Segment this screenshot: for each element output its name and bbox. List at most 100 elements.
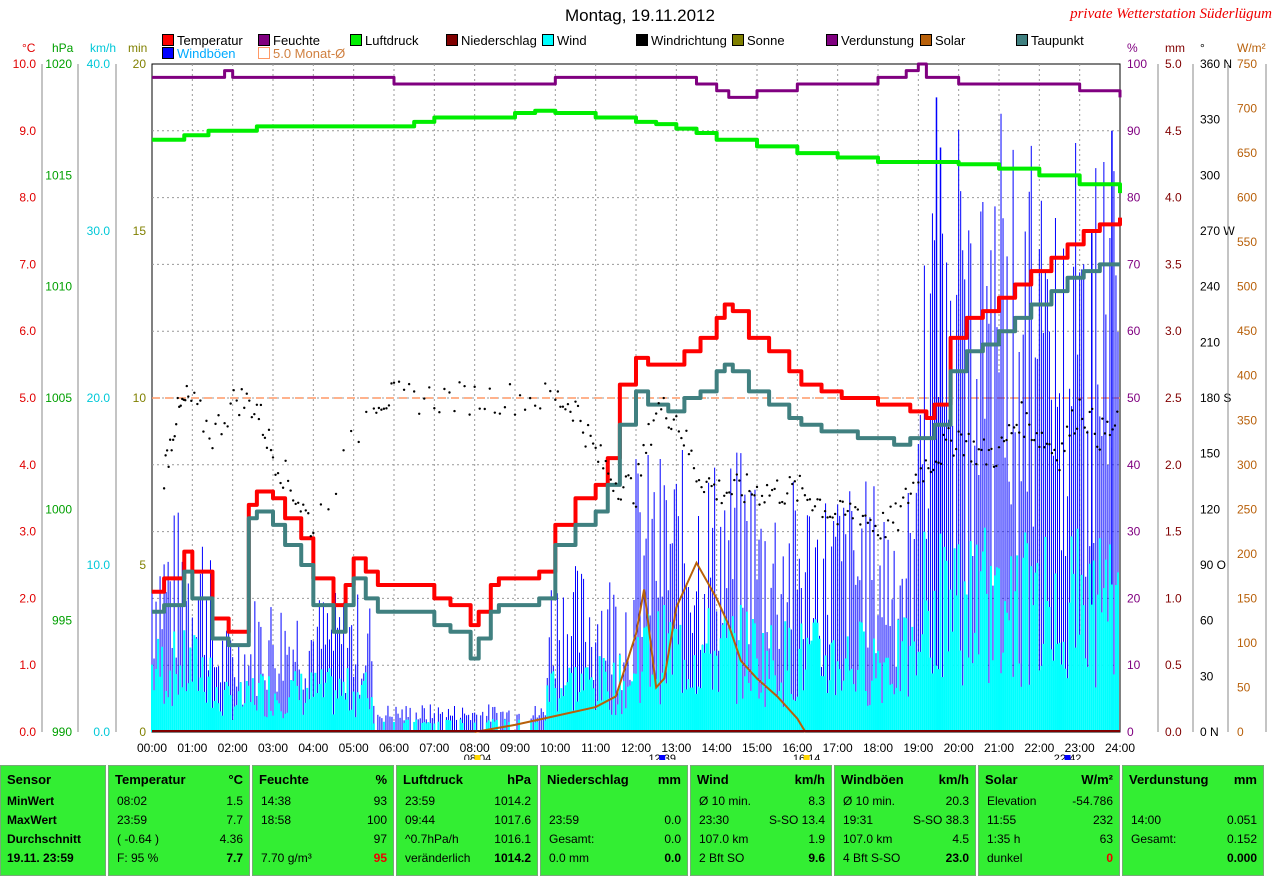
- table-cell-note: veränderlich: [405, 851, 471, 865]
- windrichtung-point: [675, 414, 678, 418]
- table-row-label: Durchschnitt: [7, 832, 82, 846]
- table-cell-value: S-SO 13.4: [768, 813, 825, 827]
- windrichtung-point: [523, 408, 527, 411]
- legend-swatch: [258, 34, 270, 46]
- table-row-label: 19.11. 23:59: [7, 851, 74, 865]
- rain-tick-label: 4.5: [1165, 124, 1182, 138]
- temp-tick-label: 5.0: [19, 391, 36, 405]
- windrichtung-point: [1080, 417, 1084, 421]
- windrichtung-point: [248, 399, 251, 402]
- table-cell-note: Gesamt:: [549, 832, 595, 846]
- windrichtung-point: [171, 438, 175, 442]
- table-row: 107.0 km 4.5: [841, 832, 969, 848]
- humidity-tick-label: 20: [1127, 591, 1141, 605]
- windrichtung-point: [985, 463, 988, 466]
- table-cell-note: 1:35 h: [987, 832, 1021, 846]
- windrichtung-point: [712, 483, 716, 486]
- axis-unit-label: hPa: [52, 41, 74, 55]
- table-cell-note: Ø 10 min.: [699, 794, 752, 808]
- axis-unit-label: %: [1127, 41, 1138, 55]
- windrichtung-point: [831, 516, 834, 519]
- legend-item: Feuchte: [258, 33, 320, 48]
- windrichtung-point: [715, 498, 718, 501]
- windrichtung-point: [748, 489, 751, 493]
- x-marker: [803, 755, 810, 760]
- solar-tick-label: 100: [1237, 636, 1257, 650]
- axis-unit-label: °: [1200, 41, 1205, 55]
- wind-tick-label: 0.0: [93, 725, 110, 739]
- windrichtung-point: [793, 480, 797, 483]
- windrichtung-point: [276, 471, 280, 475]
- windrichtung-point: [854, 506, 857, 509]
- windrichtung-point: [929, 470, 933, 474]
- windrichtung-point: [896, 528, 900, 532]
- windrichtung-point: [243, 406, 246, 410]
- windrichtung-point: [223, 422, 226, 425]
- windrichtung-point: [773, 487, 776, 491]
- windrichtung-point: [407, 382, 411, 386]
- table-row: [1129, 794, 1257, 810]
- windrichtung-point: [907, 501, 910, 505]
- windrichtung-point: [728, 491, 731, 494]
- windrichtung-point: [692, 467, 696, 470]
- windrichtung-point: [786, 492, 789, 495]
- windrichtung-point: [919, 467, 923, 470]
- table-cell-note: 19:31: [843, 813, 874, 827]
- table-cell-value: 100: [366, 813, 387, 827]
- windrichtung-point: [869, 518, 872, 522]
- windrichtung-point: [187, 395, 190, 398]
- table-cell-value: 232: [1092, 813, 1113, 827]
- windrichtung-point: [881, 511, 885, 515]
- windrichtung-point: [1098, 448, 1102, 451]
- temp-tick-label: 1.0: [19, 658, 36, 672]
- windrichtung-point: [970, 460, 973, 463]
- table-header: Verdunstung mm: [1129, 772, 1257, 788]
- x-tick-label: 08:00: [460, 741, 490, 755]
- table-cell-value: 4.5: [952, 832, 969, 846]
- solar-tick-label: 600: [1237, 191, 1257, 205]
- windrichtung-point: [922, 480, 925, 483]
- windrichtung-point: [185, 384, 188, 388]
- table-cell-verdunstung: Verdunstung mm 14:00 0.051 Gesamt: 0.152 0.000: [1122, 765, 1264, 876]
- solar-series: [474, 560, 807, 733]
- x-tick-label: 22:00: [1024, 741, 1054, 755]
- windrichtung-point: [1078, 398, 1081, 401]
- table-row: 23:59 1014.2: [403, 794, 531, 810]
- windrichtung-point: [695, 480, 698, 483]
- table-header-label: Temperatur: [115, 772, 186, 787]
- x-marker: [659, 755, 666, 760]
- windrichtung-point: [700, 485, 703, 489]
- table-header: Wind km/h: [697, 772, 825, 788]
- table-cell-note: 14:38: [261, 794, 292, 808]
- windrichtung-point: [758, 503, 761, 506]
- windrichtung-point: [959, 433, 963, 436]
- feuchte-series: [152, 62, 1122, 99]
- chart-title: Montag, 19.11.2012: [565, 6, 715, 25]
- humidity-tick-label: 60: [1127, 324, 1141, 338]
- table-cell-note: Ø 10 min.: [843, 794, 896, 808]
- windrichtung-point: [349, 429, 353, 433]
- windrichtung-point: [533, 404, 537, 407]
- legend-label: Windrichtung: [651, 33, 727, 48]
- legend-label: Taupunkt: [1031, 33, 1084, 48]
- windrichtung-point: [265, 446, 269, 450]
- windrichtung-point: [377, 406, 381, 410]
- table-header-label: Verdunstung: [1129, 772, 1209, 787]
- windrichtung-point: [284, 459, 287, 463]
- windrichtung-point: [768, 494, 771, 497]
- pressure-tick-label: 990: [52, 725, 72, 739]
- x-tick-label: 14:00: [702, 741, 732, 755]
- x-tick-label: 19:00: [903, 741, 933, 755]
- windrichtung-point: [1040, 431, 1044, 435]
- windrichtung-point: [412, 390, 416, 393]
- windrichtung-point: [667, 426, 670, 429]
- table-header-label: Feuchte: [259, 772, 309, 787]
- windrichtung-point: [942, 433, 945, 437]
- table-cell-note: 23:59: [549, 813, 580, 827]
- rain-tick-label: 0.5: [1165, 658, 1182, 672]
- windrichtung-point: [775, 479, 779, 482]
- windrichtung-point: [1060, 442, 1064, 445]
- rain-tick-label: 5.0: [1165, 57, 1182, 71]
- windrichtung-point: [518, 394, 522, 397]
- direction-tick-label: 300: [1200, 168, 1220, 182]
